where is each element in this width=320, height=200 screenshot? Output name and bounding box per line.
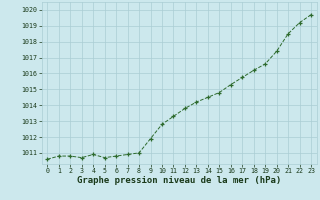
X-axis label: Graphe pression niveau de la mer (hPa): Graphe pression niveau de la mer (hPa) <box>77 176 281 185</box>
